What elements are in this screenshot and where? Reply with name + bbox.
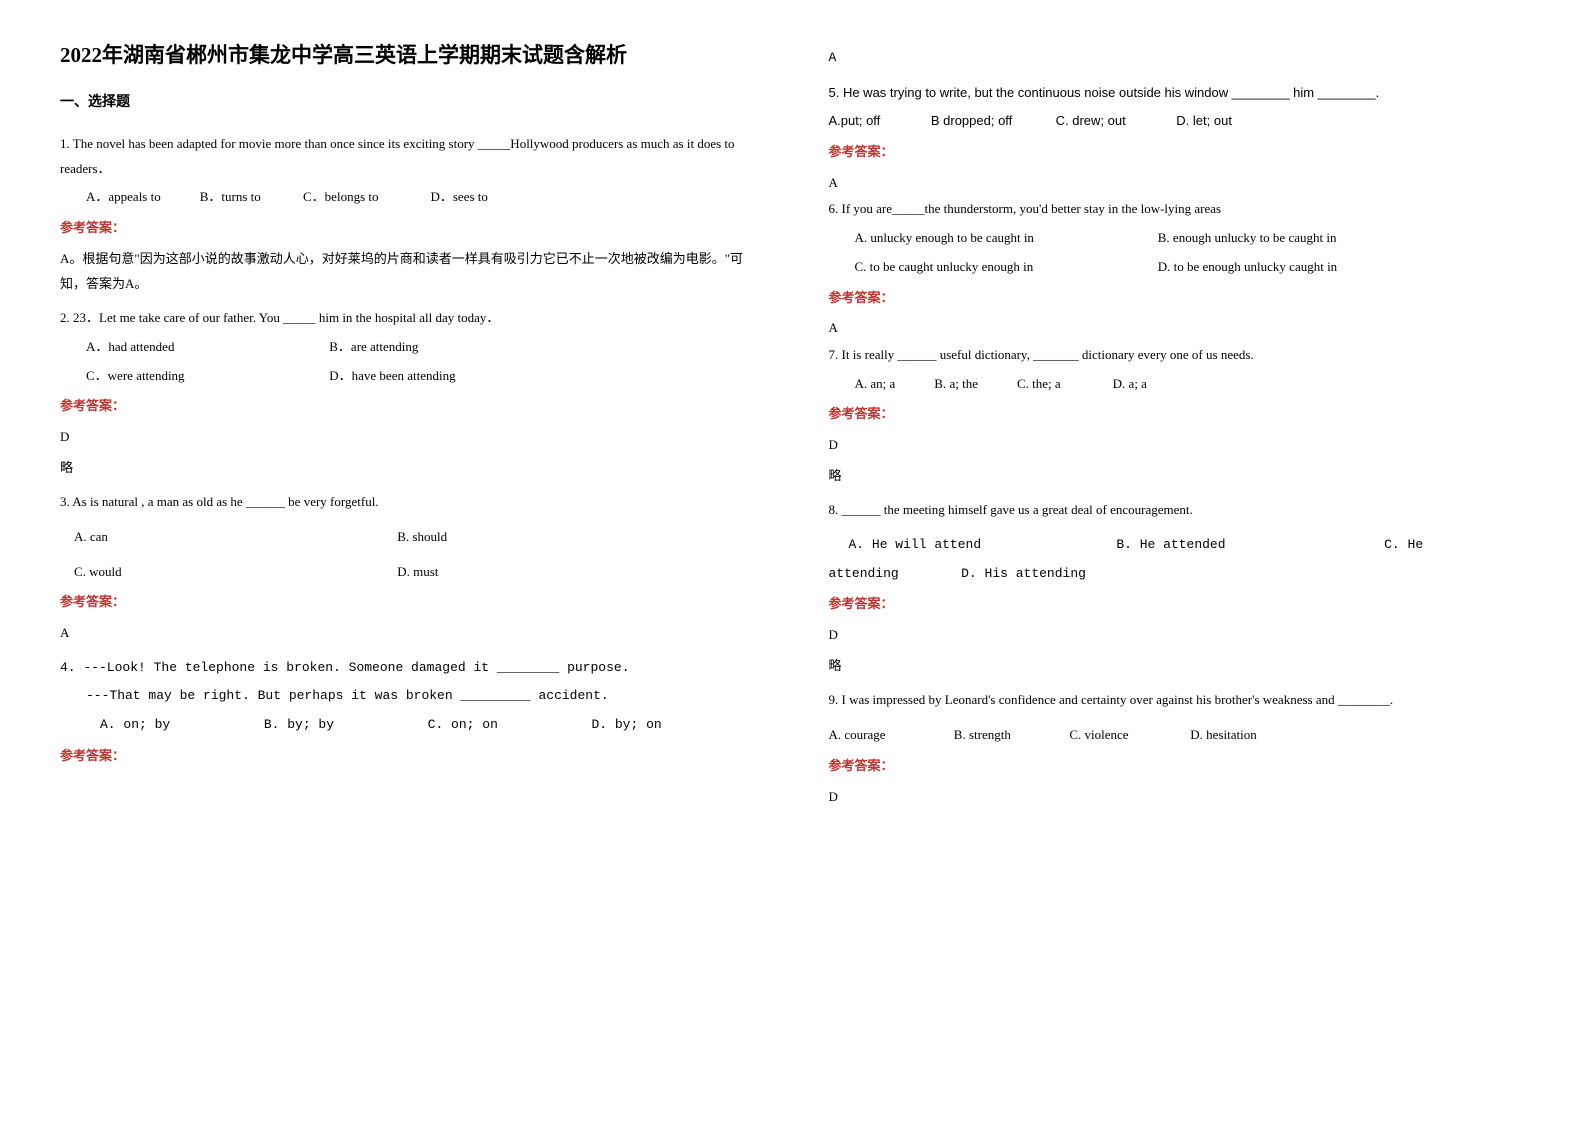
- answer-label: 参考答案：: [829, 402, 1528, 427]
- question-9-text: 9. I was impressed by Leonard's confiden…: [829, 688, 1528, 713]
- right-column: A 5. He was trying to write, but the con…: [829, 40, 1528, 1082]
- answer-label: 参考答案：: [829, 754, 1528, 779]
- answer-label: 参考答案：: [60, 590, 759, 615]
- question-5-options: A.put; off B dropped; off C. drew; out D…: [829, 109, 1528, 134]
- question-7-omit: 略: [829, 464, 1528, 489]
- question-4-text-line2: ---That may be right. But perhaps it was…: [60, 684, 759, 709]
- question-1-text: 1. The novel has been adapted for movie …: [60, 132, 759, 181]
- question-4-answer: A: [829, 46, 1528, 71]
- question-2-omit: 略: [60, 456, 759, 481]
- question-8-optC-prefix: C. He: [1384, 537, 1423, 552]
- question-2-text: 2. 23．Let me take care of our father. Yo…: [60, 306, 759, 331]
- question-6-options-row1: A. unlucky enough to be caught in B. eno…: [829, 226, 1528, 251]
- question-9-options: A. courage B. strength C. violence D. he…: [829, 723, 1528, 748]
- question-6-options-row2: C. to be caught unlucky enough in D. to …: [829, 255, 1528, 280]
- answer-label: 参考答案：: [60, 394, 759, 419]
- question-6-optD: D. to be enough unlucky caught in: [1158, 259, 1337, 274]
- question-4-text-line1: 4. ---Look! The telephone is broken. Som…: [60, 656, 759, 681]
- question-3-options-row1: A. can B. should: [60, 525, 759, 550]
- question-6-optB: B. enough unlucky to be caught in: [1158, 230, 1337, 245]
- document-title: 2022年湖南省郴州市集龙中学高三英语上学期期末试题含解析: [60, 40, 759, 72]
- answer-label: 参考答案：: [829, 592, 1528, 617]
- question-9-answer: D: [829, 785, 1528, 810]
- question-3-optD: D. must: [397, 564, 438, 579]
- question-1-answer: A。根据句意"因为这部小说的故事激动人心，对好莱坞的片商和读者一样具有吸引力它已…: [60, 247, 759, 296]
- answer-label: 参考答案：: [60, 744, 759, 769]
- question-3-options-row2: C. would D. must: [60, 560, 759, 585]
- section-heading-choice: 一、选择题: [60, 90, 759, 117]
- question-7-text: 7. It is really ______ useful dictionary…: [829, 343, 1528, 368]
- question-8-answer: D: [829, 623, 1528, 648]
- question-3-optB: B. should: [397, 529, 447, 544]
- answer-label: 参考答案：: [829, 286, 1528, 311]
- question-2-answer: D: [60, 425, 759, 450]
- question-1-options: A．appeals to B．turns to C．belongs to D．s…: [60, 185, 759, 210]
- question-3-optC: C. would: [60, 560, 394, 585]
- question-8-optA: A. He will attend: [849, 533, 1109, 558]
- question-8-omit: 略: [829, 654, 1528, 679]
- question-2-options-row1: A．had attended B．are attending: [60, 335, 759, 360]
- question-2-options-row2: C．were attending D．have been attending: [60, 364, 759, 389]
- question-2-optB: B．are attending: [329, 339, 418, 354]
- question-7-answer: D: [829, 433, 1528, 458]
- question-5-text: 5. He was trying to write, but the conti…: [829, 81, 1528, 106]
- question-3-answer: A: [60, 621, 759, 646]
- question-3-optA: A. can: [60, 525, 394, 550]
- left-column: 2022年湖南省郴州市集龙中学高三英语上学期期末试题含解析 一、选择题 1. T…: [60, 40, 759, 1082]
- question-2-optD: D．have been attending: [329, 368, 455, 383]
- question-8-options-row1: A. He will attend B. He attended C. He: [829, 533, 1528, 558]
- question-5-answer: A: [829, 171, 1528, 196]
- answer-label: 参考答案：: [829, 140, 1528, 165]
- question-8-options-row2: attending D. His attending: [829, 562, 1528, 587]
- question-3-text: 3. As is natural , a man as old as he __…: [60, 490, 759, 515]
- question-6-answer: A: [829, 316, 1528, 341]
- question-2-optC: C．were attending: [86, 364, 326, 389]
- question-6-text: 6. If you are_____the thunderstorm, you'…: [829, 197, 1528, 222]
- question-8-text: 8. ______ the meeting himself gave us a …: [829, 498, 1528, 523]
- question-8-optB: B. He attended: [1116, 533, 1376, 558]
- question-6-optA: A. unlucky enough to be caught in: [855, 226, 1155, 251]
- question-6-optC: C. to be caught unlucky enough in: [855, 255, 1155, 280]
- question-4-options: A. on; by B. by; by C. on; on D. by; on: [60, 713, 759, 738]
- question-7-options: A. an; a B. a; the C. the; a D. a; a: [829, 372, 1528, 397]
- answer-label: 参考答案：: [60, 216, 759, 241]
- question-2-optA: A．had attended: [86, 335, 326, 360]
